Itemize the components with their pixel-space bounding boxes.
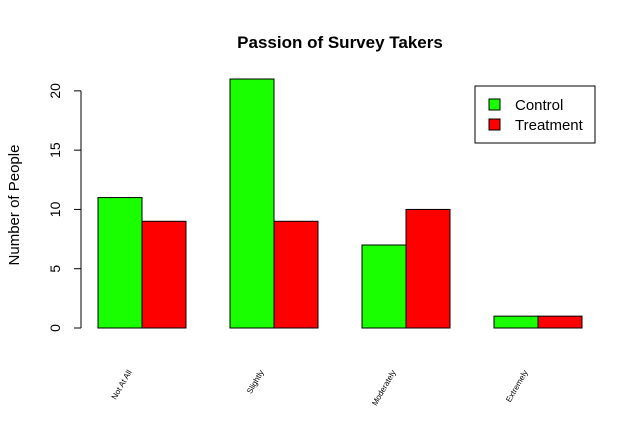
bars-group [97,78,583,329]
legend-swatch-treatment [488,118,501,131]
y-tick-label: 20 [47,83,63,99]
x-tick-label: Extremely [504,369,530,404]
bar-treatment-moderately [405,208,451,329]
bar-treatment-slightly [273,220,319,329]
bar-control-extremely [493,315,539,329]
y-axis: 0 5 10 15 20 [47,83,82,332]
y-tick-label: 15 [47,142,63,158]
bar-control-not-at-all [97,197,143,329]
x-tick-label: Moderately [370,369,398,408]
y-tick-label: 10 [47,201,63,217]
y-axis-label: Number of People [6,145,23,266]
bar-control-moderately [361,244,407,329]
bar-treatment-not-at-all [141,220,187,329]
legend: Control Treatment [474,85,596,144]
y-tick-label: 5 [47,265,63,273]
x-tick-label: Not At All [110,368,134,401]
legend-label-treatment: Treatment [515,117,584,134]
bar-treatment-extremely [537,315,583,329]
y-tick-label: 0 [47,324,63,332]
x-tick-label: Slightly [245,369,266,396]
chart-title: Passion of Survey Takers [237,33,443,52]
legend-label-control: Control [515,97,563,114]
legend-box [474,85,596,144]
legend-swatch-control [488,98,501,111]
x-tick-labels: Not At All Slightly Moderately Extremely [110,368,530,407]
bar-control-slightly [229,78,275,329]
